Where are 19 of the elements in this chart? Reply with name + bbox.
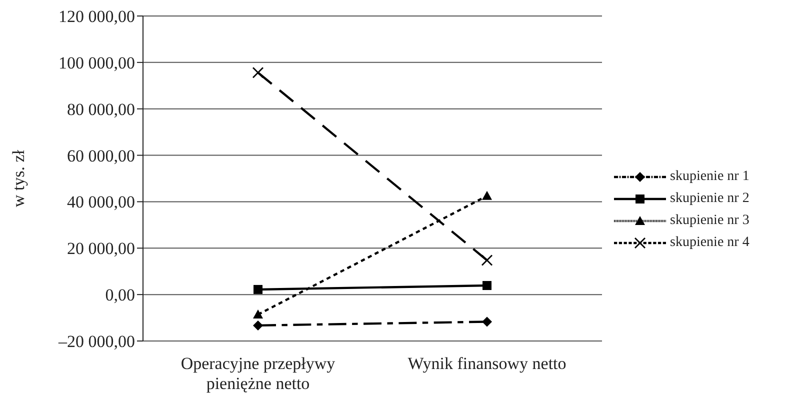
legend-label: skupienie nr 4 xyxy=(670,234,750,250)
y-tick-label: 80 000,00 xyxy=(67,100,135,119)
y-tick-label: 40 000,00 xyxy=(67,192,135,212)
y-tick-label: 60 000,00 xyxy=(67,146,135,166)
y-tick-label: 20 000,00 xyxy=(67,239,135,258)
legend-label: skupienie nr 3 xyxy=(670,212,750,228)
legend-label: skupienie nr 1 xyxy=(670,168,750,184)
point xyxy=(253,320,263,330)
y-tick-label: 120 000,00 xyxy=(58,7,135,26)
x-tick-label: Wynik finansowy netto xyxy=(408,354,566,373)
y-tick-label: 100 000,00 xyxy=(58,53,135,72)
y-tick-label: –20 000,00 xyxy=(58,332,135,352)
x-tick-label: Operacyjne przepływy pieniężne netto xyxy=(180,354,336,393)
legend-label: skupienie nr 2 xyxy=(670,190,750,206)
y-tick-label: 0,00 xyxy=(105,286,135,305)
point xyxy=(482,281,492,290)
point xyxy=(482,316,492,327)
point xyxy=(254,284,262,294)
y-axis-title: w tys. zł xyxy=(9,150,28,208)
